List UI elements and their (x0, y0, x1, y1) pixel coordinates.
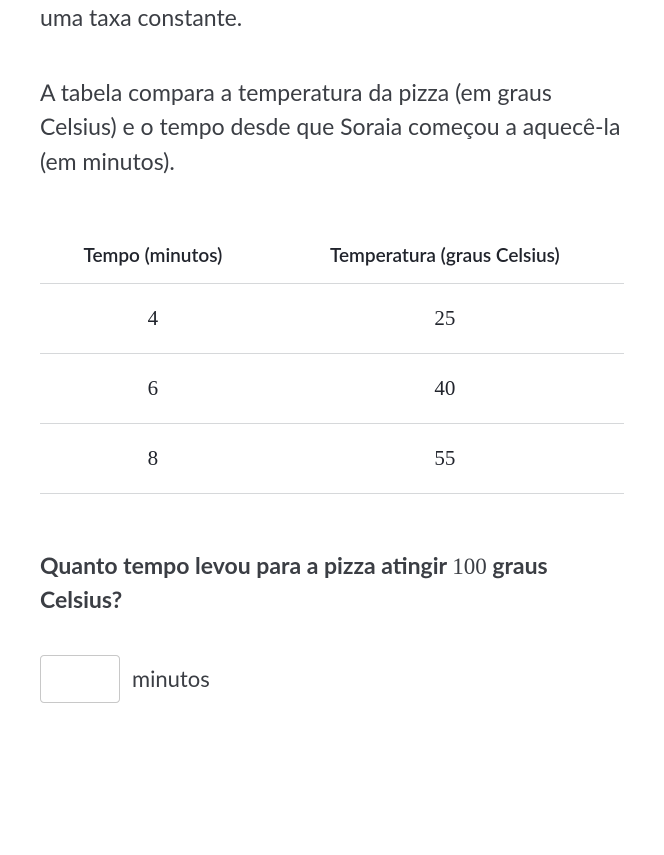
answer-row: minutos (40, 655, 624, 703)
answer-unit: minutos (132, 665, 210, 692)
table-header-time: Tempo (minutos) (40, 228, 266, 284)
table-cell-temp: 25 (266, 284, 624, 354)
question-prefix: Quanto tempo levou para a pizza atingir (40, 551, 452, 579)
table-row: 6 40 (40, 354, 624, 424)
intro-text: uma taxa constante. (40, 0, 624, 35)
table-cell-temp: 40 (266, 354, 624, 424)
answer-input[interactable] (40, 655, 120, 703)
table-cell-time: 4 (40, 284, 266, 354)
table-header-row: Tempo (minutos) Temperatura (graus Celsi… (40, 228, 624, 284)
table-cell-time: 8 (40, 424, 266, 494)
table-row: 4 25 (40, 284, 624, 354)
question-number: 100 (452, 554, 487, 579)
description-text: A tabela compara a temperatura da pizza … (40, 75, 624, 179)
table-cell-time: 6 (40, 354, 266, 424)
table-header-temp: Temperatura (graus Celsius) (266, 228, 624, 284)
question-text: Quanto tempo levou para a pizza atingir … (40, 549, 624, 617)
table-row: 8 55 (40, 424, 624, 494)
data-table: Tempo (minutos) Temperatura (graus Celsi… (40, 228, 624, 494)
table-cell-temp: 55 (266, 424, 624, 494)
